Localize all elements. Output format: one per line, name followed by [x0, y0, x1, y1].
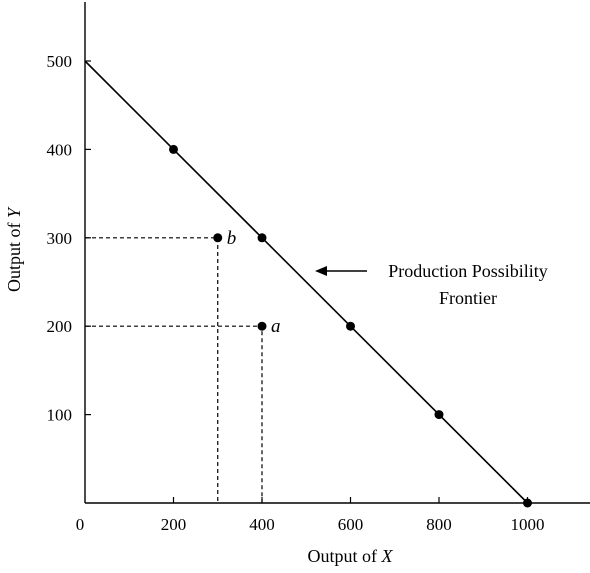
- point-b: [213, 233, 223, 243]
- ppf-point-800-100: [434, 410, 444, 420]
- points: ba: [169, 144, 532, 508]
- guide-line-a: [85, 325, 263, 503]
- axes: [84, 2, 590, 504]
- annotation-arrow-head: [315, 266, 327, 276]
- x-axis-title: Output of X: [308, 546, 394, 566]
- x-tick-label-200: 200: [161, 515, 187, 534]
- point-label-b: b: [227, 228, 237, 249]
- y-tick-label-200: 200: [47, 317, 73, 336]
- y-axis-title: Output of Y: [4, 206, 24, 292]
- ppf-point-400-300: [257, 233, 267, 243]
- x-tick-label-1000: 1000: [511, 515, 545, 534]
- origin-label: 0: [76, 515, 85, 534]
- x-tick-label-600: 600: [338, 515, 364, 534]
- ppf-point-200-400: [169, 144, 178, 154]
- ppf-line: [84, 60, 529, 504]
- guide-line-b: [85, 237, 219, 503]
- y-tick-label-100: 100: [47, 406, 73, 425]
- ppf-point-600-200: [346, 321, 355, 331]
- y-tick-label-400: 400: [47, 140, 73, 159]
- point-a: [257, 321, 267, 331]
- annotation-line-2: Frontier: [439, 288, 497, 308]
- y-tick-label-300: 300: [47, 229, 73, 248]
- guide-lines: [85, 237, 263, 503]
- point-label-a: a: [271, 316, 281, 337]
- ppf-annotation: Production Possibility Frontier: [315, 261, 548, 308]
- ticks: 200 400 600 800 1000 100 200 300 400 500: [47, 52, 545, 534]
- y-tick-label-500: 500: [47, 52, 73, 71]
- ppf-point-1000-0: [523, 498, 532, 508]
- ppf-series: [84, 60, 529, 504]
- annotation-line-1: Production Possibility: [388, 261, 548, 281]
- x-tick-label-400: 400: [249, 515, 275, 534]
- x-tick-label-800: 800: [426, 515, 452, 534]
